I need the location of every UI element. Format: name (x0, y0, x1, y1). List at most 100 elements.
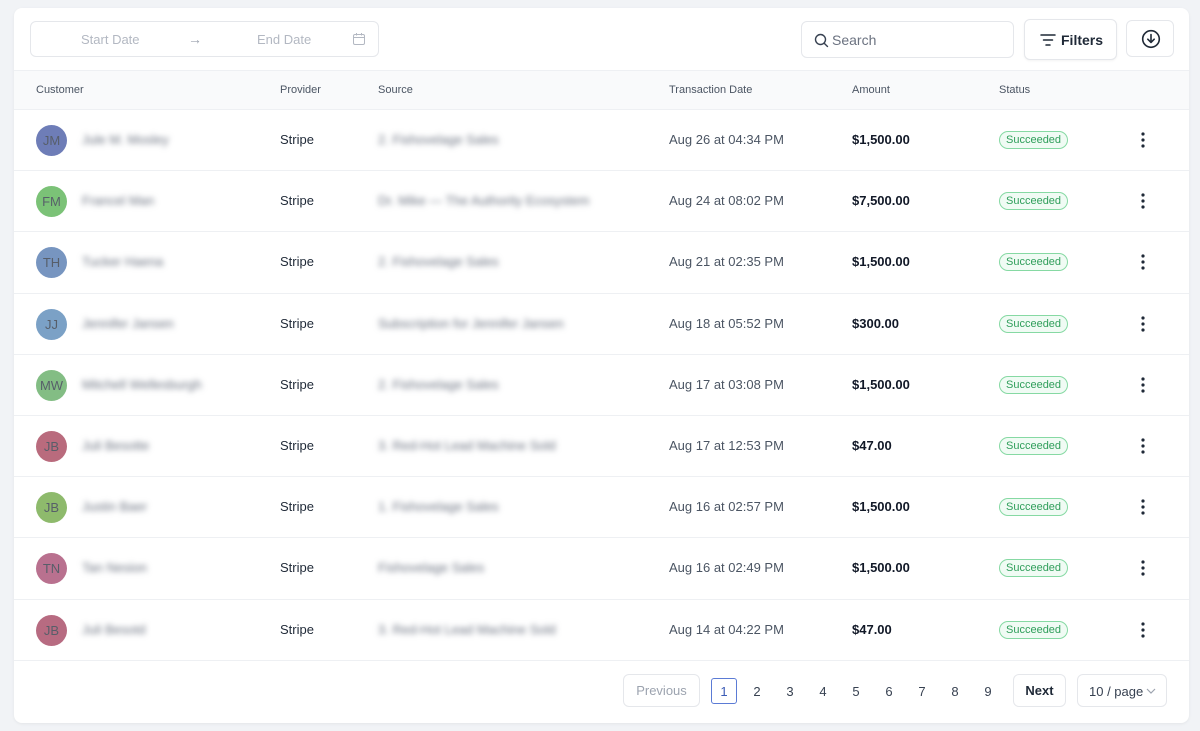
download-button[interactable] (1126, 20, 1174, 57)
search-icon (814, 33, 829, 48)
source-cell: 2. Fishovelage Sales (378, 376, 499, 392)
page-button-6[interactable]: 6 (885, 683, 893, 699)
page-button-7[interactable]: 7 (918, 683, 926, 699)
start-date-field[interactable]: Start Date (81, 32, 140, 47)
provider-cell: Stripe (280, 621, 314, 637)
table-body: JM Jule M. Mosley Stripe 2. Fishovelage Sal… (14, 110, 1189, 661)
chevron-down-icon (1146, 688, 1156, 694)
avatar: TN (36, 553, 67, 585)
source-cell: Subscription for Jennifer Jansen (378, 315, 564, 331)
amount-cell: $1,500.00 (852, 499, 910, 515)
page-button-8[interactable]: 8 (951, 683, 959, 699)
page-button-4[interactable]: 4 (819, 683, 827, 699)
more-actions-icon[interactable] (1138, 559, 1148, 577)
table-row[interactable]: JB Juli Besotte Stripe 3. Red-Hot Lead Mach… (14, 416, 1189, 478)
transaction-date-cell: Aug 17 at 03:08 PM (669, 376, 784, 392)
source-cell: 3. Red-Hot Lead Machine Sold (378, 437, 556, 453)
download-icon (1141, 29, 1161, 49)
page-button-2[interactable]: 2 (753, 683, 761, 699)
more-actions-icon[interactable] (1138, 315, 1148, 333)
provider-cell: Stripe (280, 437, 314, 453)
page-button-9[interactable]: 9 (984, 683, 992, 699)
table-header: Customer Provider Source Transaction Dat… (14, 70, 1189, 110)
amount-cell: $47.00 (852, 621, 892, 637)
status-badge: Succeeded (999, 375, 1069, 394)
page-size-value: 10 / page (1089, 684, 1144, 699)
transaction-date-cell: Aug 21 at 02:35 PM (669, 254, 784, 270)
source-cell: 2. Fishovelage Sales (378, 132, 499, 147)
column-header-provider[interactable]: Provider (280, 84, 321, 96)
amount-cell: $1,500.00 (852, 560, 910, 576)
column-header-source[interactable]: Source (378, 84, 413, 96)
provider-cell: Stripe (280, 376, 314, 392)
column-header-customer[interactable]: Customer (36, 84, 84, 96)
avatar: FM (36, 186, 67, 218)
filter-icon (1040, 34, 1056, 46)
avatar: TH (36, 247, 67, 279)
transaction-date-cell: Aug 14 at 04:22 PM (669, 621, 784, 637)
more-actions-icon[interactable] (1138, 621, 1148, 639)
page-button-1[interactable]: 1 (711, 678, 737, 704)
next-page-button[interactable]: Next (1013, 674, 1066, 707)
page-button-3[interactable]: 3 (786, 683, 794, 699)
more-actions-icon[interactable] (1138, 498, 1148, 516)
transaction-date-cell: Aug 16 at 02:57 PM (669, 499, 784, 515)
customer-name[interactable]: Tucker Haena (82, 254, 164, 270)
status-badge: Succeeded (999, 620, 1069, 639)
table-row[interactable]: TN Tan Nesion Stripe Fishovelage Sales Aug 1… (14, 538, 1189, 600)
transactions-card: Start Date → End Date Filters (14, 8, 1189, 723)
end-date-field[interactable]: End Date (257, 32, 312, 47)
table-row[interactable]: MW Mitchell Wellesburgh Stripe 2. Fishovela… (14, 355, 1189, 416)
provider-cell: Stripe (280, 254, 314, 270)
column-header-status[interactable]: Status (999, 84, 1031, 96)
more-actions-icon[interactable] (1138, 437, 1148, 455)
customer-name[interactable]: Francel Man (82, 193, 155, 209)
table-row[interactable]: JM Jule M. Mosley Stripe 2. Fishovelage Sal… (14, 110, 1189, 172)
table-row[interactable]: FM Francel Man Stripe Dr. Mike — The Author… (14, 171, 1189, 233)
previous-page-button[interactable]: Previous (623, 674, 700, 707)
column-header-transaction-date[interactable]: Transaction Date (669, 84, 753, 96)
avatar: JB (36, 492, 67, 524)
status-badge: Succeeded (999, 131, 1069, 149)
provider-cell: Stripe (280, 560, 314, 576)
source-cell: Dr. Mike — The Authority Ecosystem (378, 193, 590, 209)
customer-name[interactable]: Justin Baer (82, 499, 148, 515)
amount-cell: $47.00 (852, 437, 892, 453)
source-cell: 3. Red-Hot Lead Machine Sold (378, 621, 556, 637)
filters-button[interactable]: Filters (1024, 19, 1117, 60)
table-row[interactable]: JB Justin Baer Stripe 1. Fishovelage Sales A… (14, 477, 1189, 539)
page-button-5[interactable]: 5 (852, 683, 860, 699)
date-range-picker[interactable]: Start Date → End Date (30, 21, 379, 57)
customer-name[interactable]: Juli Besotte (82, 437, 150, 453)
amount-cell: $300.00 (852, 315, 899, 331)
status-badge: Succeeded (999, 559, 1069, 578)
transaction-date-cell: Aug 17 at 12:53 PM (669, 437, 784, 453)
calendar-icon[interactable] (352, 32, 366, 46)
column-header-amount[interactable]: Amount (852, 84, 890, 96)
customer-name[interactable]: Juli Besotd (82, 621, 146, 637)
table-row[interactable]: JJ Jennifer Jansen Stripe Subscription for … (14, 294, 1189, 355)
more-actions-icon[interactable] (1138, 376, 1148, 394)
table-row[interactable]: JB Juli Besotd Stripe 3. Red-Hot Lead Machi… (14, 600, 1189, 661)
customer-name[interactable]: Jennifer Jansen (82, 315, 174, 331)
more-actions-icon[interactable] (1138, 253, 1148, 271)
source-cell: Fishovelage Sales (378, 560, 485, 576)
avatar: JB (36, 614, 67, 646)
provider-cell: Stripe (280, 193, 314, 209)
source-cell: 1. Fishovelage Sales (378, 499, 499, 515)
customer-name[interactable]: Mitchell Wellesburgh (82, 376, 202, 392)
customer-name[interactable]: Jule M. Mosley (82, 132, 169, 147)
table-row[interactable]: TH Tucker Haena Stripe 2. Fishovelage Sales… (14, 232, 1189, 294)
status-badge: Succeeded (999, 192, 1069, 211)
more-actions-icon[interactable] (1138, 131, 1148, 149)
search-input[interactable] (832, 30, 1002, 50)
more-actions-icon[interactable] (1138, 192, 1148, 210)
page-size-select[interactable]: 10 / page (1077, 674, 1167, 707)
transaction-date-cell: Aug 24 at 08:02 PM (669, 193, 784, 209)
amount-cell: $7,500.00 (852, 193, 910, 209)
status-badge: Succeeded (999, 314, 1069, 333)
search-box[interactable] (801, 21, 1014, 58)
amount-cell: $1,500.00 (852, 132, 910, 147)
customer-name[interactable]: Tan Nesion (82, 560, 148, 576)
